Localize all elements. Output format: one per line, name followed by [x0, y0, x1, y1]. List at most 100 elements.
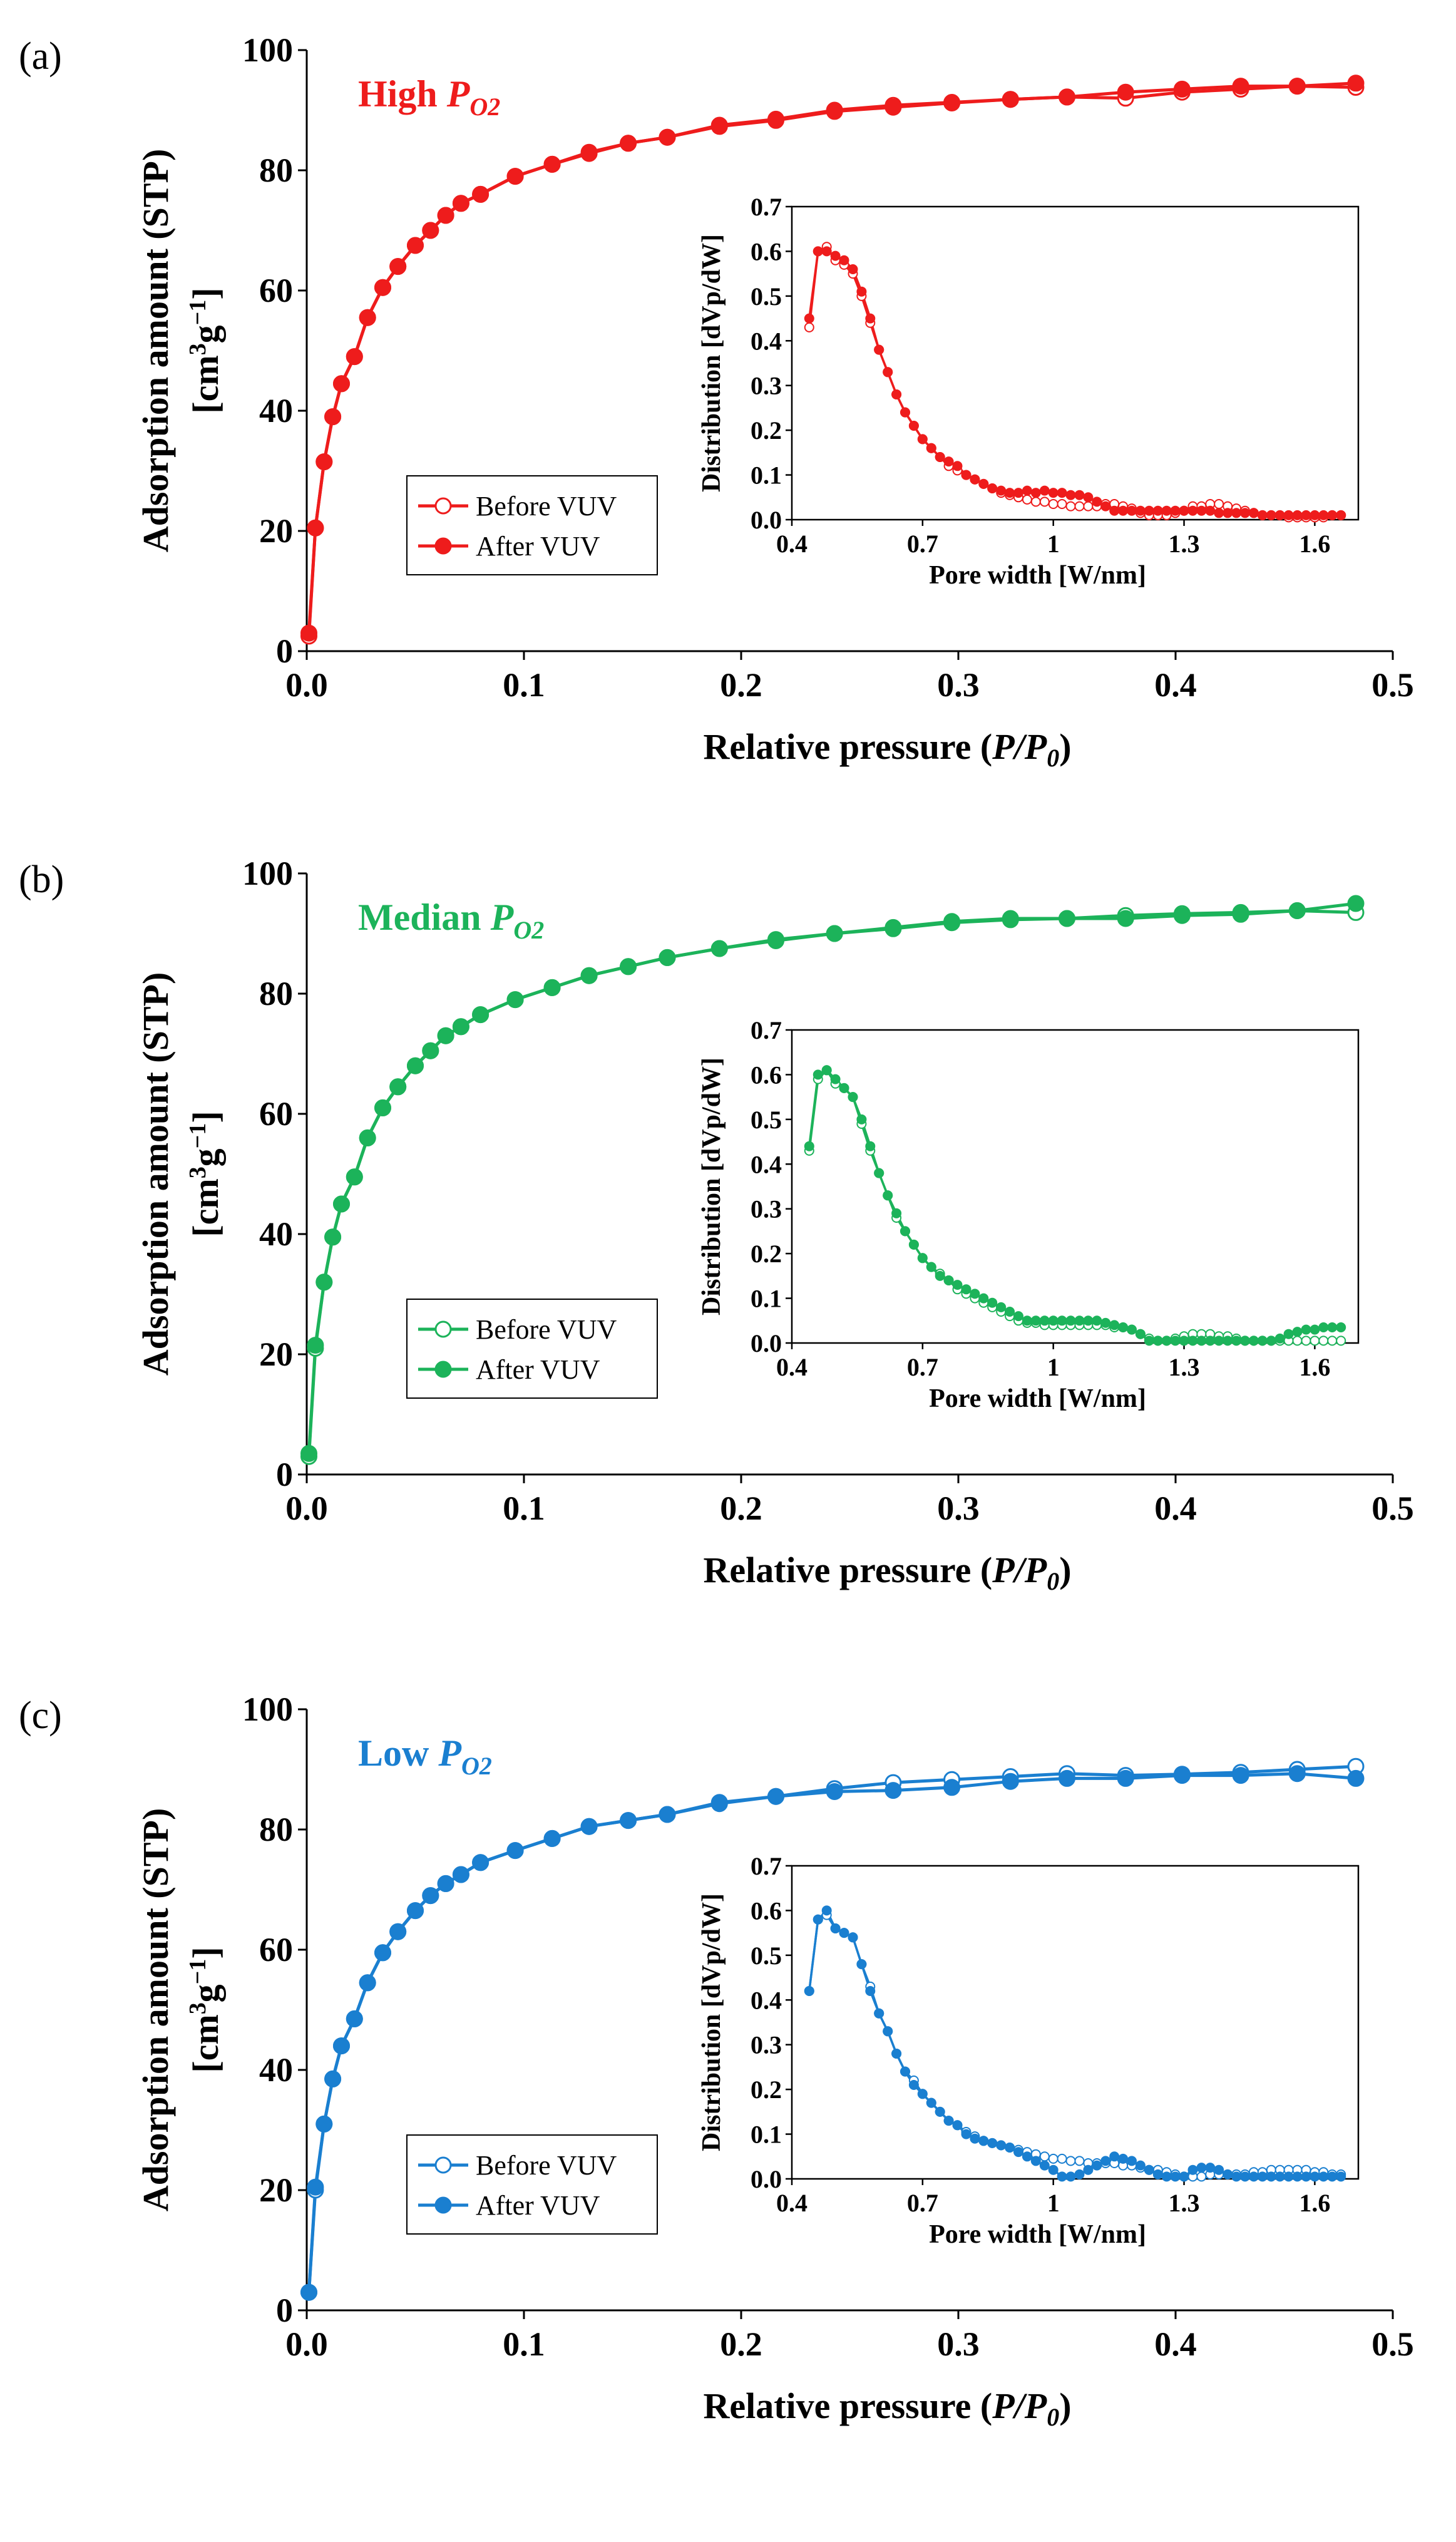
inset-data-point-after [1127, 505, 1137, 516]
data-point-after [333, 375, 350, 393]
inset-data-point-after [1179, 2171, 1189, 2182]
inset-x-axis-title: Pore width [W/nm] [929, 1384, 1146, 1413]
data-point-after [300, 624, 317, 642]
data-point-after [543, 979, 561, 996]
inset-data-point-after [804, 313, 814, 324]
inset-y-tick-label: 0.6 [751, 1061, 782, 1089]
inset-data-point-before [1039, 497, 1050, 507]
data-point-after [1059, 1769, 1075, 1787]
x-axis-title: Relative pressure (P/P0) [703, 726, 1071, 772]
inset-data-point-after [1135, 1329, 1146, 1339]
inset-data-point-after [848, 1932, 858, 1943]
data-point-after [1173, 1767, 1191, 1784]
inset-data-point-after [996, 2140, 1007, 2151]
inset-data-point-after [1144, 1335, 1154, 1346]
inset-data-point-after [1065, 2171, 1076, 2182]
inset-data-point-after [1196, 505, 1207, 516]
data-point-after [307, 519, 324, 537]
data-point-after [333, 2037, 350, 2055]
inset-data-point-after [1074, 1315, 1085, 1326]
data-point-after [884, 98, 902, 116]
inset-data-point-after [1274, 1333, 1285, 1344]
inset-data-point-after [1231, 2171, 1242, 2182]
inset-data-point-after [1179, 1335, 1189, 1346]
inset-data-point-after [1240, 2171, 1250, 2182]
inset-data-point-before [804, 322, 814, 332]
inset-data-point-after [1301, 2171, 1311, 2182]
inset-data-point-after [1318, 1322, 1329, 1332]
inset-data-point-after [1214, 2164, 1224, 2175]
inset-data-point-before [1074, 501, 1085, 512]
inset-data-point-after [935, 2106, 945, 2117]
data-point-after [580, 145, 598, 162]
inset-data-point-after [1013, 488, 1023, 498]
inset-chart: 0.4 0.7 1 1.3 1.6 0.0 0.1 0.2 0.3 0.4 0.5 0.6 0.7 Por… [697, 1016, 1360, 1413]
inset-data-point-after [996, 485, 1007, 496]
inset-data-point-after [1336, 1322, 1346, 1332]
legend-label: Before VUV [476, 491, 617, 522]
inset-data-point-after [821, 1905, 832, 1916]
inset-data-point-after [1310, 510, 1320, 520]
inset-data-point-after [1283, 2171, 1294, 2182]
inset-y-tick-label: 0.5 [751, 1942, 782, 1970]
data-point-after [1347, 1769, 1365, 1787]
inset-data-point-after [1214, 1335, 1224, 1346]
inset-data-point-after [1005, 1307, 1015, 1317]
inset-data-point-before [1074, 2156, 1085, 2166]
data-point-after [826, 103, 843, 120]
inset-data-point-before [1039, 2151, 1050, 2162]
x-tick-label: 0.2 [720, 2325, 762, 2363]
y-axis-units: [cm3g−1] [185, 1111, 226, 1237]
inset-y-tick-label: 0.4 [751, 327, 782, 355]
data-point-after [1288, 78, 1306, 95]
inset-data-point-after [1092, 497, 1102, 507]
data-point-after [943, 95, 961, 111]
inset-x-tick-label: 0.7 [907, 2189, 938, 2217]
y-tick-label: 20 [259, 512, 293, 550]
inset-data-point-before [1083, 501, 1094, 512]
inset-y-tick-label: 0.7 [751, 193, 782, 221]
inset-data-point-after [961, 1284, 972, 1295]
data-point-after [1347, 75, 1365, 92]
data-point-after [506, 168, 524, 185]
condition-label: Median PO2 [358, 897, 544, 944]
legend-marker-before [434, 2156, 452, 2174]
inset-data-point-after [1109, 1320, 1120, 1330]
legend-marker-before [434, 1320, 452, 1338]
inset-y-tick-label: 0.0 [751, 2165, 782, 2193]
condition-label: High PO2 [358, 73, 500, 121]
data-point-after [943, 914, 961, 932]
inset-data-point-after [1170, 1335, 1181, 1346]
inset-data-point-after [1057, 488, 1067, 498]
inset-data-point-after [1118, 1322, 1129, 1332]
inset-data-point-after [917, 1253, 928, 1263]
x-tick-label: 0.0 [285, 2325, 328, 2363]
inset-data-point-after [1231, 508, 1242, 518]
inset-x-tick-label: 0.7 [907, 530, 938, 558]
inset-data-point-after [1205, 2163, 1216, 2173]
data-point-after [389, 1078, 407, 1096]
inset-data-point-after [883, 2026, 893, 2037]
inset-data-point-after [804, 1141, 814, 1151]
y-tick-label: 40 [259, 392, 293, 430]
inset-data-point-after [1283, 510, 1294, 520]
data-point-after [389, 258, 407, 275]
inset-data-point-after [1065, 490, 1076, 500]
inset-y-tick-label: 0.2 [751, 2076, 782, 2104]
inset-data-point-after [943, 2116, 954, 2126]
y-tick-label: 60 [259, 1095, 293, 1133]
x-tick-label: 0.4 [1154, 666, 1197, 704]
inset-x-tick-label: 1.6 [1299, 530, 1330, 558]
data-point-after [506, 991, 524, 1009]
inset-x-axis-title: Pore width [W/nm] [929, 561, 1146, 590]
inset-data-point-after [1039, 2160, 1050, 2171]
data-point-after [1288, 902, 1306, 919]
inset-data-point-after [1005, 2143, 1015, 2153]
inset-y-tick-label: 0.3 [751, 372, 782, 400]
inset-data-point-before [1336, 1335, 1346, 1346]
inset-data-point-after [856, 1114, 867, 1124]
inset-data-point-after [874, 344, 884, 355]
data-point-after [452, 1018, 469, 1036]
inset-data-point-after [978, 2136, 989, 2146]
inset-data-point-before [1057, 499, 1067, 509]
